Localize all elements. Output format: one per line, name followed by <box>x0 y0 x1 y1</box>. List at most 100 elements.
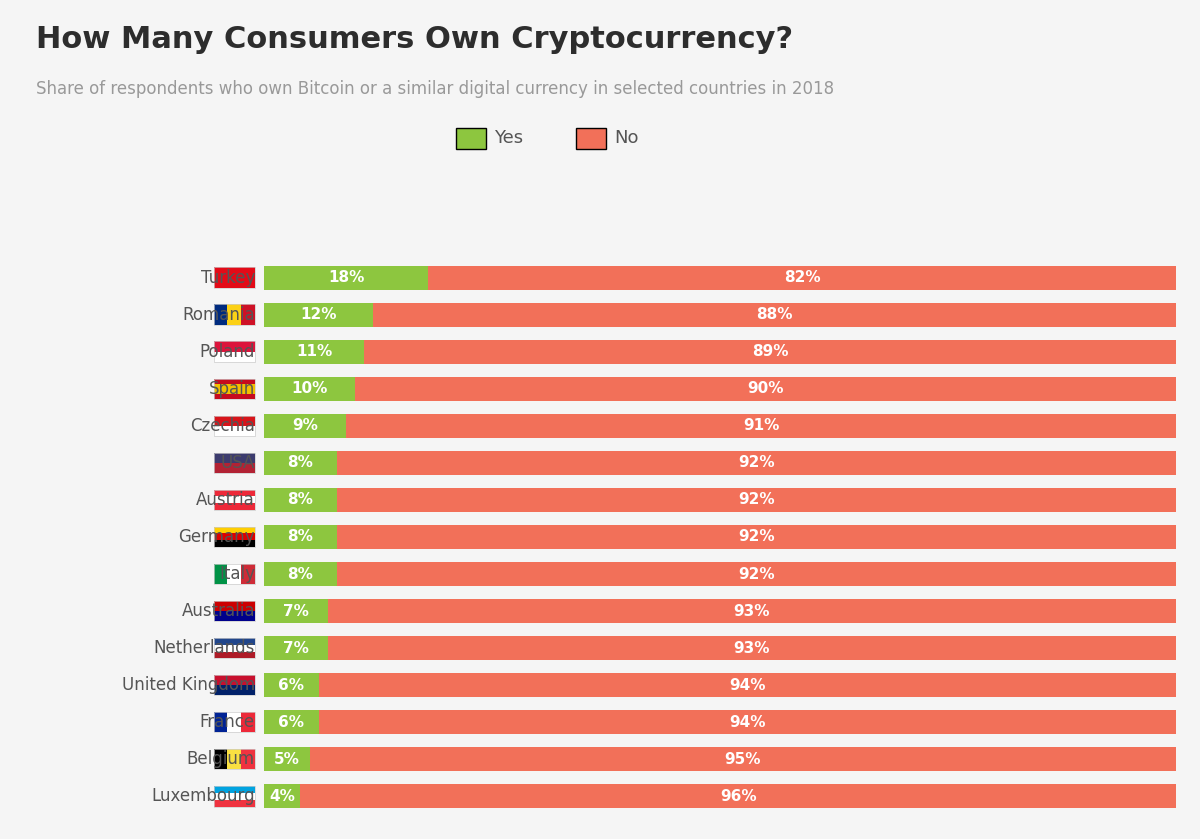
Bar <box>214 452 254 473</box>
Text: 95%: 95% <box>725 752 761 767</box>
Bar <box>214 426 254 436</box>
Bar <box>264 710 319 734</box>
Text: 93%: 93% <box>733 603 770 618</box>
Bar <box>214 268 254 288</box>
Bar <box>264 599 328 623</box>
Text: Germany: Germany <box>179 528 254 546</box>
Bar <box>214 611 254 622</box>
Bar <box>214 378 254 383</box>
Bar <box>214 490 254 497</box>
Bar <box>214 749 254 769</box>
Text: 8%: 8% <box>288 492 313 508</box>
Text: 93%: 93% <box>733 641 770 655</box>
Bar <box>214 638 254 659</box>
Bar <box>337 525 1176 549</box>
Bar <box>214 268 254 288</box>
Bar <box>214 305 254 325</box>
Bar <box>264 525 337 549</box>
Text: Turkey: Turkey <box>200 268 254 287</box>
Text: 4%: 4% <box>269 789 295 804</box>
Text: No: No <box>614 128 638 147</box>
Text: Belgium: Belgium <box>187 750 254 769</box>
Bar <box>214 712 254 732</box>
Bar <box>214 644 254 652</box>
Bar <box>346 414 1176 438</box>
Bar <box>227 305 241 325</box>
Bar <box>214 341 254 352</box>
Bar <box>337 451 1176 475</box>
Bar <box>337 562 1176 586</box>
Bar <box>214 527 254 534</box>
Bar <box>214 415 254 426</box>
Text: 88%: 88% <box>756 307 793 322</box>
Bar <box>214 415 254 436</box>
Text: Poland: Poland <box>199 342 254 361</box>
Text: 92%: 92% <box>738 529 775 545</box>
Bar <box>214 786 254 793</box>
Text: 8%: 8% <box>288 456 313 471</box>
Text: Czechia: Czechia <box>190 417 254 435</box>
Text: Luxembourg: Luxembourg <box>151 787 254 805</box>
Bar <box>373 303 1176 326</box>
Bar <box>214 675 254 685</box>
Bar <box>264 748 310 771</box>
Text: 91%: 91% <box>743 419 779 433</box>
Bar <box>300 784 1176 808</box>
Bar <box>214 352 254 362</box>
Bar <box>264 377 355 401</box>
Text: 9%: 9% <box>292 419 318 433</box>
Bar <box>264 636 328 660</box>
Bar <box>264 562 337 586</box>
Text: 92%: 92% <box>738 492 775 508</box>
Bar <box>214 793 254 800</box>
Text: Austria: Austria <box>196 491 254 509</box>
Text: USA: USA <box>221 454 254 472</box>
Text: Australia: Australia <box>181 602 254 620</box>
Bar <box>241 564 254 584</box>
Text: 8%: 8% <box>288 566 313 581</box>
Text: 7%: 7% <box>283 641 308 655</box>
Text: 92%: 92% <box>738 566 775 581</box>
Text: Romania: Romania <box>182 305 254 324</box>
Text: 89%: 89% <box>752 344 788 359</box>
Bar <box>214 527 254 547</box>
Bar <box>264 673 319 697</box>
Bar <box>365 340 1176 364</box>
Bar <box>214 652 254 659</box>
Text: 82%: 82% <box>784 270 821 285</box>
Bar <box>214 378 254 399</box>
Text: 12%: 12% <box>300 307 337 322</box>
Bar <box>214 601 254 611</box>
Text: Share of respondents who own Bitcoin or a similar digital currency in selected c: Share of respondents who own Bitcoin or … <box>36 80 834 97</box>
Bar <box>319 673 1176 697</box>
Bar <box>214 540 254 547</box>
Text: 6%: 6% <box>278 678 305 693</box>
Bar <box>214 534 254 540</box>
Bar <box>264 451 337 475</box>
Text: 94%: 94% <box>730 715 766 730</box>
Text: 6%: 6% <box>278 715 305 730</box>
Text: 90%: 90% <box>748 381 784 396</box>
Text: 92%: 92% <box>738 456 775 471</box>
Bar <box>310 748 1176 771</box>
Bar <box>214 685 254 696</box>
Bar <box>214 463 254 473</box>
Bar <box>264 784 300 808</box>
Bar <box>264 266 428 289</box>
Bar <box>214 564 254 584</box>
Bar <box>214 452 254 463</box>
Bar <box>319 710 1176 734</box>
Bar <box>227 712 241 732</box>
Bar <box>328 599 1176 623</box>
Bar <box>264 487 337 512</box>
Bar <box>214 638 254 644</box>
Bar <box>337 487 1176 512</box>
Bar <box>264 414 346 438</box>
Text: 94%: 94% <box>730 678 766 693</box>
Bar <box>214 786 254 806</box>
Text: 11%: 11% <box>296 344 332 359</box>
Bar <box>214 601 254 622</box>
Bar <box>428 266 1176 289</box>
Bar <box>328 636 1176 660</box>
Text: 18%: 18% <box>328 270 365 285</box>
